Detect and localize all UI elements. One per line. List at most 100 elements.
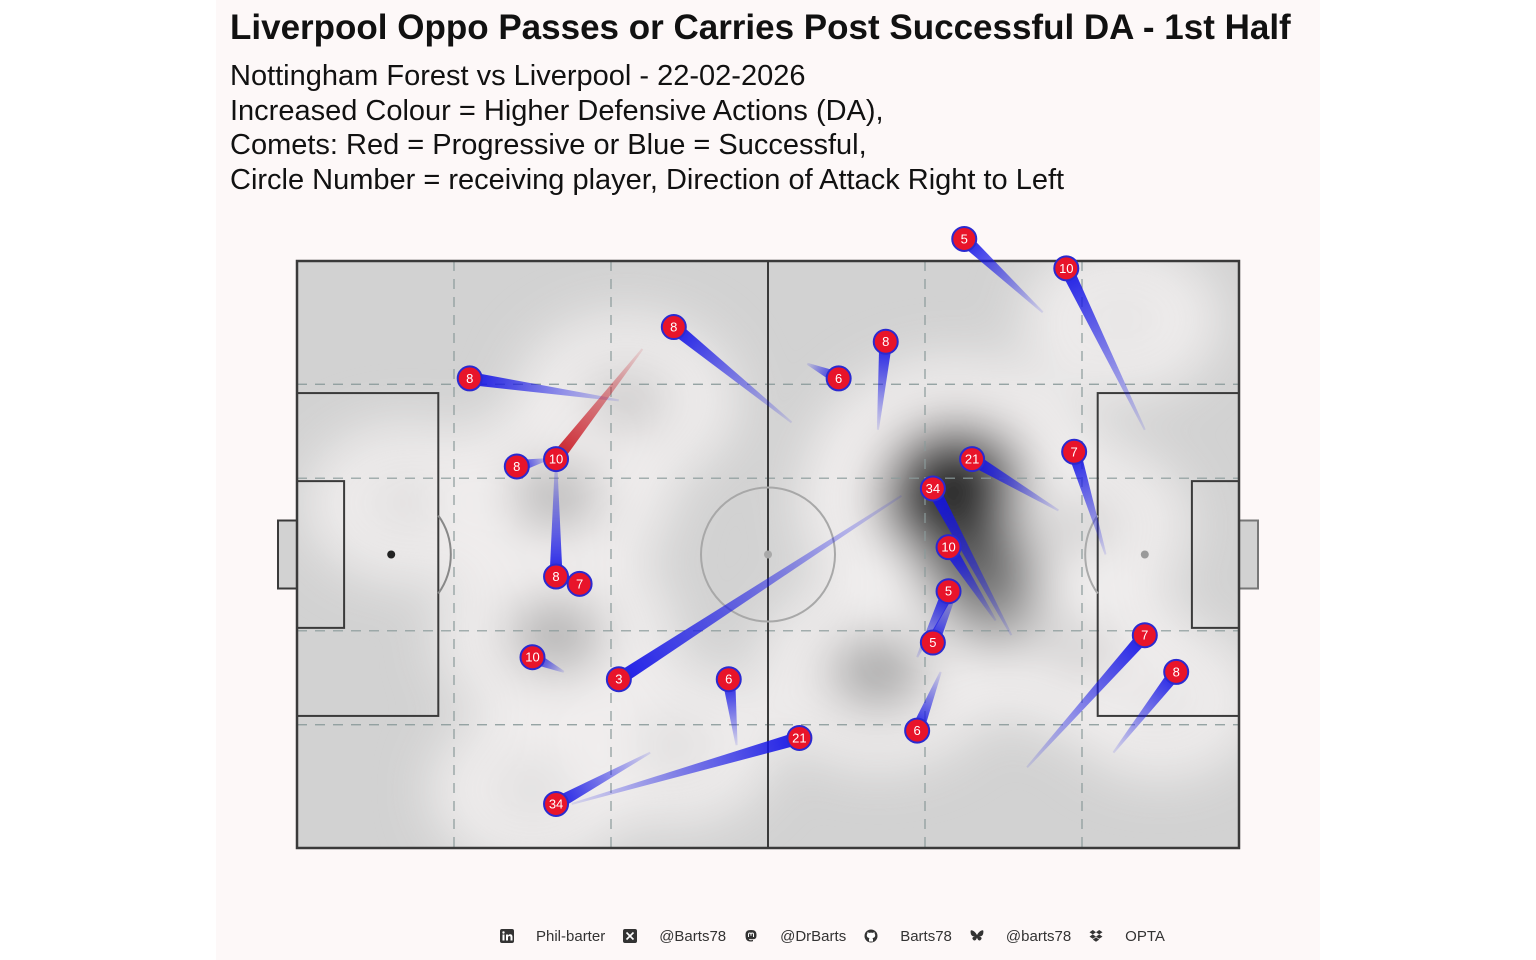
player-number-4: 6 xyxy=(835,371,842,386)
player-marker-16 xyxy=(519,644,546,671)
comet-6-progressive xyxy=(550,348,644,464)
player-number-14: 5 xyxy=(945,584,952,599)
density-core-9 xyxy=(372,478,441,529)
pitch-markings xyxy=(277,259,1259,850)
player-number-3: 8 xyxy=(670,320,677,335)
comet-3-successful xyxy=(669,321,793,424)
comet-0-successful xyxy=(959,234,1044,314)
comet-19-successful xyxy=(1026,630,1150,768)
player-marker-3 xyxy=(660,314,687,341)
player-marker-17 xyxy=(605,666,632,693)
comet-12-successful xyxy=(549,459,563,577)
player-number-6: 10 xyxy=(549,452,563,467)
density-core-8 xyxy=(1043,496,1121,554)
footer-source-text: OPTA xyxy=(1125,927,1165,945)
footer-credits: Phil-barter @Barts78 @DrBarts Barts78 @b… xyxy=(500,925,1183,947)
marker-layer: 5 10 8 8 6 8 10 8 21 7 34 10 8 7 5 5 10 3 6 7 8 6 21 34 xyxy=(456,225,1190,817)
density-core-7 xyxy=(1043,621,1121,679)
player-number-0: 5 xyxy=(961,231,968,246)
penalty-spot-right xyxy=(1140,550,1149,559)
player-number-2: 8 xyxy=(882,334,889,349)
player-marker-1 xyxy=(1053,255,1080,282)
player-marker-15 xyxy=(919,629,946,656)
player-marker-12 xyxy=(543,563,570,590)
comet-9-successful xyxy=(1067,449,1107,555)
subtitle-comet-key: Comets: Red = Progressive or Blue = Succ… xyxy=(230,129,867,161)
footer-x-text: @Barts78 xyxy=(659,927,727,945)
subtitle-match: Nottingham Forest vs Liverpool - 22-02-2… xyxy=(230,60,806,92)
density-core-4 xyxy=(945,575,1046,651)
comet-layer xyxy=(468,234,1182,810)
player-number-23: 34 xyxy=(549,796,563,811)
github-icon xyxy=(864,929,878,943)
penalty-spot-left xyxy=(387,550,396,559)
comet-8-successful xyxy=(968,453,1059,512)
centre-spot xyxy=(764,550,772,559)
goal-right xyxy=(1238,519,1259,590)
dropbox-icon xyxy=(1089,930,1103,942)
player-number-10: 34 xyxy=(926,481,940,496)
chart-title: Liverpool Oppo Passes or Carries Post Su… xyxy=(230,8,1291,47)
player-marker-23 xyxy=(543,790,570,817)
density-core-12 xyxy=(1089,296,1153,343)
player-number-1: 10 xyxy=(1059,261,1073,276)
player-number-8: 21 xyxy=(965,452,979,467)
player-marker-19 xyxy=(1131,622,1158,649)
comet-5-successful xyxy=(468,371,619,402)
player-marker-21 xyxy=(904,717,931,744)
player-number-15: 5 xyxy=(929,635,936,650)
subtitle-colour-key: Increased Colour = Higher Defensive Acti… xyxy=(230,95,884,127)
player-marker-8 xyxy=(959,446,986,473)
player-marker-20 xyxy=(1163,658,1190,685)
player-number-18: 6 xyxy=(725,672,732,687)
player-number-7: 8 xyxy=(513,459,520,474)
comet-22-successful xyxy=(571,731,802,805)
comet-2-successful xyxy=(876,341,893,430)
player-marker-22 xyxy=(786,724,813,751)
footer-mastodon-text: @DrBarts xyxy=(780,927,847,945)
mastodon-icon xyxy=(745,930,757,942)
player-marker-13 xyxy=(566,570,593,597)
density-core-1 xyxy=(888,422,1025,526)
footer-github-text: Barts78 xyxy=(900,927,952,945)
footer-linkedin-text: Phil-barter xyxy=(536,927,606,945)
player-number-17: 3 xyxy=(615,672,622,687)
player-number-16: 10 xyxy=(525,650,539,665)
comet-23-successful xyxy=(552,751,651,810)
pitch-border xyxy=(295,259,1241,850)
player-marker-6 xyxy=(543,446,570,473)
player-marker-5 xyxy=(456,365,483,392)
player-number-19: 7 xyxy=(1141,628,1148,643)
player-number-13: 7 xyxy=(576,576,583,591)
comet-11-successful xyxy=(943,543,997,622)
player-marker-11 xyxy=(935,534,962,561)
player-marker-7 xyxy=(503,453,530,480)
player-number-20: 8 xyxy=(1173,664,1180,679)
footer-bluesky-text: @barts78 xyxy=(1005,927,1072,945)
comet-20-successful xyxy=(1112,667,1182,754)
player-number-5: 8 xyxy=(466,371,473,386)
player-marker-10 xyxy=(919,475,946,502)
comet-21-successful xyxy=(911,671,942,734)
player-number-21: 6 xyxy=(914,723,921,738)
comet-1-successful xyxy=(1060,265,1146,431)
player-marker-9 xyxy=(1061,438,1088,465)
player-marker-18 xyxy=(715,666,742,693)
density-layer xyxy=(304,261,1239,848)
player-marker-4 xyxy=(825,365,852,392)
density-blur-group xyxy=(304,261,1239,848)
comet-18-successful xyxy=(722,678,738,746)
comet-10-successful xyxy=(927,485,1013,636)
density-core-13 xyxy=(585,370,668,431)
density-core-11 xyxy=(639,720,708,771)
player-number-12: 8 xyxy=(552,569,559,584)
linkedin-icon xyxy=(500,929,514,943)
density-core-3 xyxy=(828,634,928,710)
penalty-arc-left xyxy=(437,514,452,595)
subtitle-circle-key: Circle Number = receiving player, Direct… xyxy=(230,164,1065,196)
player-marker-14 xyxy=(935,578,962,605)
player-number-11: 10 xyxy=(941,540,955,555)
player-marker-0 xyxy=(951,225,978,252)
penalty-arc-right xyxy=(1084,514,1099,595)
